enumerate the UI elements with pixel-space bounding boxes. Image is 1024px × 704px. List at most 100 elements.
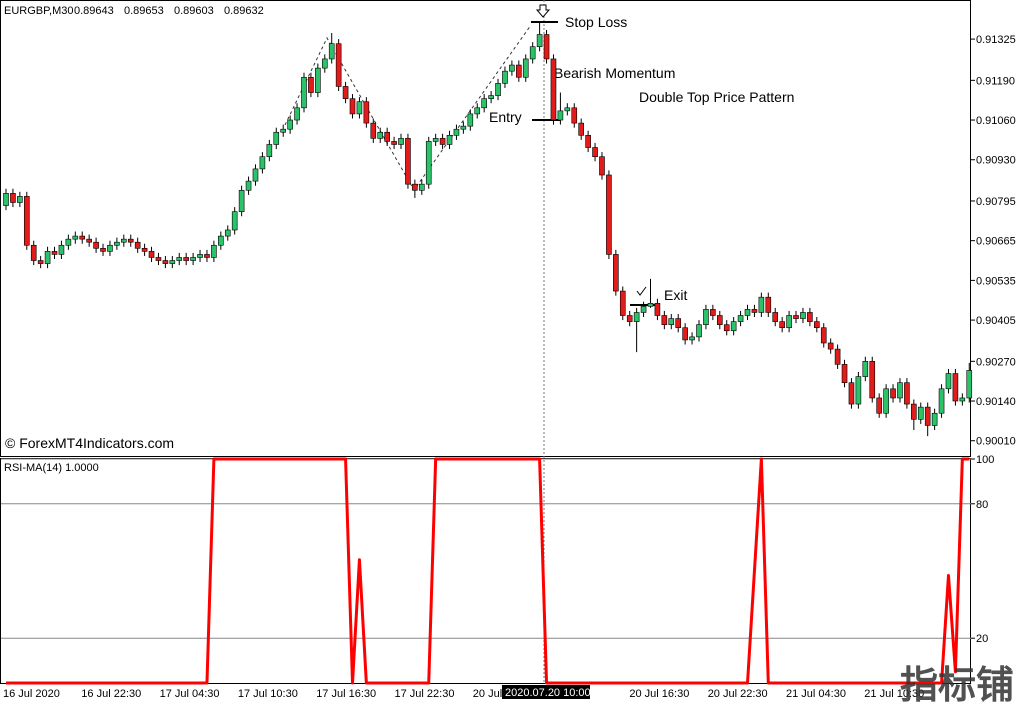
x-tick-label: 20 Jul: [473, 688, 502, 700]
candle-body: [592, 147, 598, 157]
candle-body: [107, 244, 113, 252]
candle-body: [640, 306, 647, 313]
candle-body: [696, 324, 702, 338]
candle-body: [301, 76, 307, 109]
candle-body: [800, 312, 806, 319]
candle-body: [765, 296, 772, 313]
candle-body: [363, 101, 370, 124]
x-tick-label: 17 Jul 04:30: [160, 688, 220, 700]
candle-body: [266, 144, 273, 157]
candle-body: [495, 83, 501, 96]
quote: 0.89653: [124, 5, 164, 17]
candle-body: [169, 260, 176, 264]
y-tick-label: 20: [976, 633, 988, 645]
candle-body: [730, 321, 737, 332]
candle-body: [30, 244, 37, 261]
candle-body: [121, 238, 127, 243]
candle-body: [328, 43, 335, 60]
candle-body: [675, 318, 682, 329]
candle-body: [737, 315, 744, 322]
candle-body: [876, 397, 882, 414]
candle-body: [689, 336, 695, 341]
candle-body: [966, 370, 973, 399]
candle-body: [17, 196, 23, 203]
candle-body: [952, 373, 959, 402]
candle-body: [349, 98, 356, 115]
candle-body: [786, 315, 792, 329]
candle-body: [72, 235, 79, 240]
y-tick-label: 0.90535: [976, 275, 1016, 287]
candle-body: [931, 412, 938, 426]
candle-body: [204, 254, 210, 258]
candle-body: [502, 70, 508, 84]
candle-body: [79, 235, 86, 240]
candle-body: [481, 98, 487, 109]
candle-body: [425, 141, 432, 185]
candle-body: [127, 238, 134, 243]
candle-body: [10, 193, 16, 203]
candle-body: [509, 64, 515, 72]
candle-body: [190, 257, 196, 261]
x-tick-label: 16 Jul 2020: [3, 688, 60, 700]
candle-body: [682, 327, 688, 341]
candle-body: [661, 315, 668, 325]
x-tick-label: 20 Jul 22:30: [708, 688, 768, 700]
candle-body: [439, 138, 446, 145]
y-tick-label: 0.90010: [976, 436, 1016, 448]
candle-body: [134, 241, 141, 249]
candle-body: [772, 312, 779, 322]
quote: 0.89632: [224, 5, 264, 17]
candle-body: [51, 251, 58, 255]
candle-body: [924, 406, 931, 426]
annotation: Bearish Momentum: [554, 65, 675, 81]
check-mark: [636, 286, 647, 296]
candle-body: [585, 135, 591, 148]
candle-body: [807, 312, 813, 322]
candle-body: [529, 46, 536, 60]
candle-body: [176, 257, 183, 261]
candle-body: [654, 302, 661, 316]
x-tick-label: 17 Jul 10:30: [238, 688, 298, 700]
candle-body: [294, 107, 300, 121]
candle-body: [474, 107, 481, 115]
candle-body: [911, 403, 917, 420]
candle-body: [93, 241, 99, 249]
source: © ForexMT4Indicators.com: [5, 435, 174, 451]
candle-body: [231, 211, 238, 231]
candle-body: [37, 260, 44, 264]
y-tick-label: 0.91325: [976, 34, 1016, 46]
y-tick-label: 0.90270: [976, 356, 1016, 368]
candle-body: [58, 244, 65, 255]
candle-body: [100, 248, 106, 252]
quote: 0.89603: [174, 5, 214, 17]
indicator-title: RSI-MA(14) 1.0000: [4, 462, 99, 474]
candle-body: [647, 302, 654, 307]
candle-body: [703, 309, 709, 325]
candle-body: [162, 260, 169, 264]
x-tick-label: 17 Jul 16:30: [316, 688, 376, 700]
candle-body: [820, 327, 827, 344]
candle-body: [744, 309, 751, 316]
candle-body: [155, 257, 162, 261]
candle-body: [862, 361, 869, 377]
candle-body: [432, 138, 439, 142]
y-tick-label: 0.90665: [976, 236, 1016, 248]
candle-body: [398, 138, 404, 145]
candle-body: [613, 254, 619, 292]
candle-body: [716, 315, 723, 325]
x-tick-label: 16 Jul 22:30: [81, 688, 141, 700]
candle-body: [578, 122, 584, 136]
candle-body: [391, 141, 397, 145]
indicator-panel: [0, 458, 971, 684]
candle-body: [148, 251, 155, 258]
candle-body: [114, 241, 120, 246]
candle-body: [814, 321, 820, 329]
candle-body: [197, 254, 203, 258]
candle-body: [321, 58, 328, 69]
candle-body: [308, 76, 314, 93]
candle-body: [467, 113, 474, 127]
y-tick-label: 100: [976, 454, 994, 466]
candle-body: [606, 174, 612, 255]
candle-body: [890, 388, 896, 399]
